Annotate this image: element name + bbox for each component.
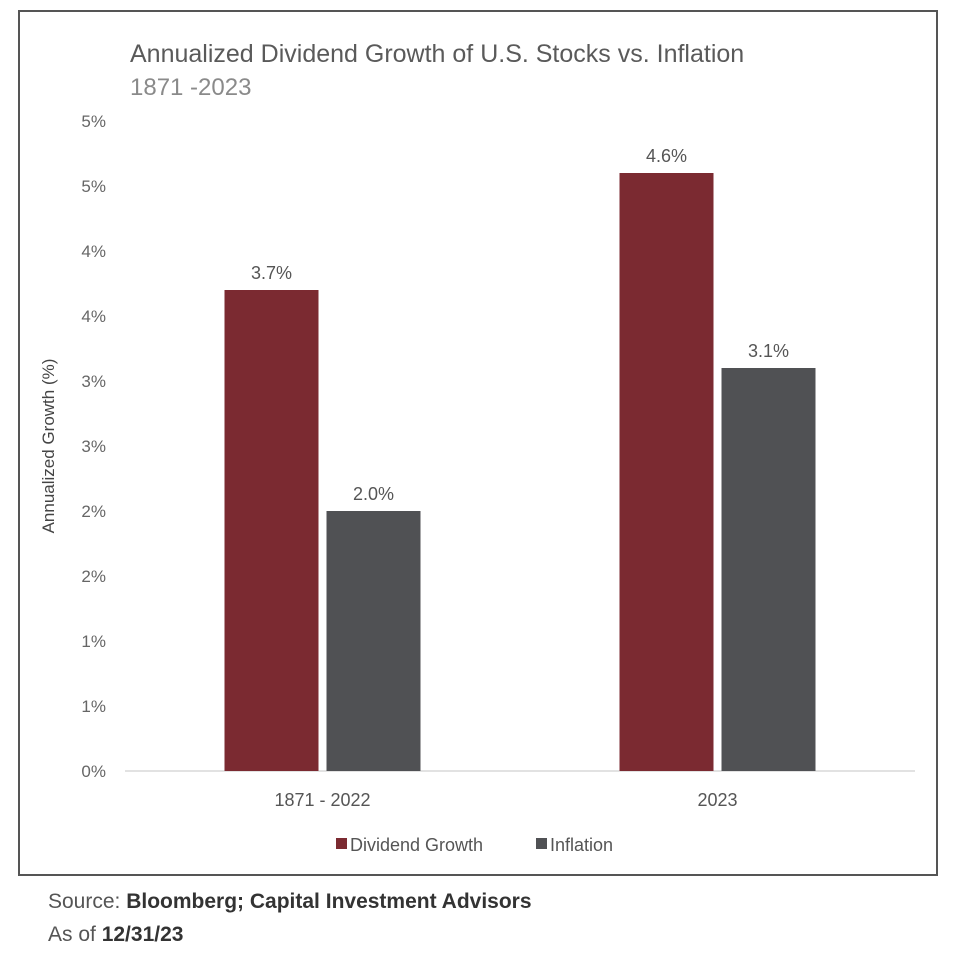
y-tick-label: 1%: [81, 697, 106, 716]
bar-inflation-0: [326, 511, 421, 771]
source-label: Source:: [48, 890, 127, 913]
y-tick-label: 4%: [81, 242, 106, 261]
y-axis-label: Annualized Growth (%): [39, 359, 58, 534]
legend-swatch: [336, 838, 347, 849]
chart-subtitle: 1871 -2023: [130, 74, 252, 101]
data-label: 2.0%: [353, 484, 394, 504]
legend-swatch: [536, 838, 547, 849]
bar-inflation-1: [721, 368, 816, 771]
bar-dividend-growth-1: [619, 173, 714, 771]
asof-label: As of: [48, 923, 102, 946]
y-tick-label: 2%: [81, 502, 106, 521]
source-value: Bloomberg; Capital Investment Advisors: [126, 890, 532, 913]
category-label: 1871 - 2022: [274, 790, 370, 810]
legend: Dividend Growth Inflation: [336, 835, 613, 855]
y-tick-label: 3%: [81, 372, 106, 391]
bar-dividend-growth-0: [224, 290, 319, 771]
y-tick-label: 1%: [81, 632, 106, 651]
data-label: 3.1%: [748, 341, 789, 361]
asof-value: 12/31/23: [101, 923, 184, 946]
category-labels: 1871 - 2022 2023: [274, 790, 737, 810]
y-tick-label: 5%: [81, 112, 106, 131]
category-label: 2023: [697, 790, 737, 810]
data-labels: 3.7% 2.0% 4.6% 3.1%: [251, 146, 789, 504]
y-tick-label: 3%: [81, 437, 106, 456]
y-tick-label: 2%: [81, 567, 106, 586]
bars: [224, 173, 816, 771]
data-label: 3.7%: [251, 263, 292, 283]
y-tick-label: 5%: [81, 177, 106, 196]
y-tick-label: 0%: [81, 762, 106, 781]
y-axis-ticks: 0% 1% 1% 2% 2% 3% 3% 4% 4% 5% 5%: [81, 112, 106, 781]
y-tick-label: 4%: [81, 307, 106, 326]
source-note: Source: Bloomberg; Capital Investment Ad…: [48, 890, 532, 914]
as-of-note: As of 12/31/23: [48, 923, 183, 947]
legend-label: Dividend Growth: [350, 835, 483, 855]
data-label: 4.6%: [646, 146, 687, 166]
legend-label: Inflation: [550, 835, 613, 855]
chart-title: Annualized Dividend Growth of U.S. Stock…: [130, 40, 745, 68]
